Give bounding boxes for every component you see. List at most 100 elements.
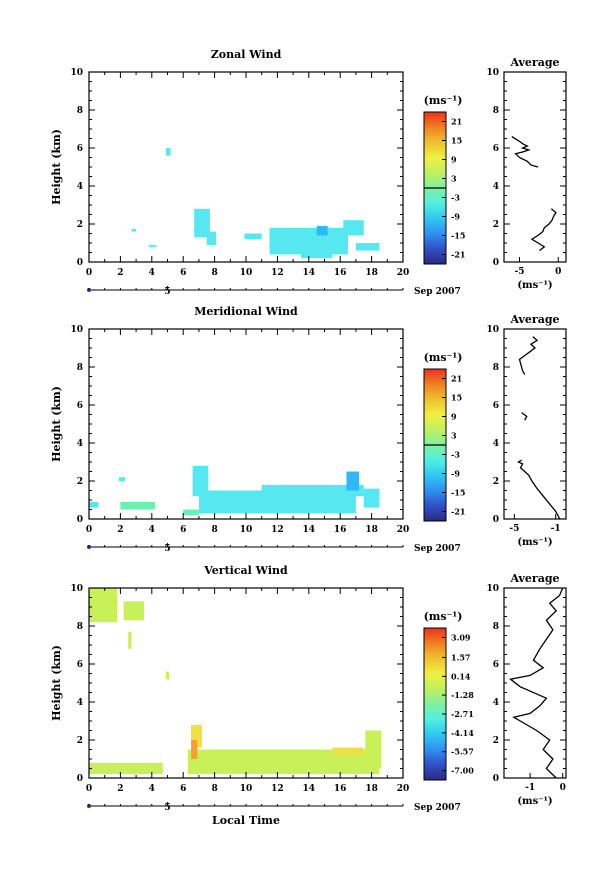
- average-x-label: (ms⁻¹): [517, 537, 552, 548]
- data-cell: [192, 465, 209, 497]
- y-axis-label: Height (km): [50, 386, 63, 462]
- x-tick-label: 2: [117, 268, 123, 278]
- y-tick-label: 6: [77, 144, 83, 154]
- y-tick-label: 2: [77, 736, 83, 746]
- colorbar-tick-label: -21: [451, 507, 465, 517]
- data-cell: [191, 724, 203, 748]
- average-frame: [503, 328, 567, 520]
- colorbar-tick-label: 21: [451, 117, 462, 127]
- average-profile-line: [511, 136, 539, 168]
- date-label: Sep 2007: [414, 803, 461, 813]
- day-label: 5: [164, 803, 170, 813]
- colorbar-tick-label: 0.14: [451, 671, 471, 681]
- y-tick-label: 8: [77, 106, 83, 116]
- colorbar: [423, 627, 447, 781]
- average-x-tick-label: -1: [551, 524, 561, 534]
- y-tick-label: 4: [77, 182, 83, 192]
- colorbar-tick-label: -15: [451, 488, 465, 498]
- average-x-tick-label: -1: [525, 783, 535, 793]
- colorbar-tick-label: -9: [451, 212, 460, 222]
- x-tick-label: 0: [86, 268, 92, 278]
- data-cell: [316, 225, 328, 236]
- colorbar-tick-label: -1.28: [451, 690, 474, 700]
- x-tick-label: 20: [397, 784, 410, 794]
- panel-title: Vertical Wind: [203, 564, 288, 577]
- x-tick-label: 0: [86, 784, 92, 794]
- average-x-tick-label: -5: [515, 267, 525, 277]
- x-axis-label: Local Time: [212, 814, 280, 827]
- average-x-tick-label: -5: [509, 524, 519, 534]
- x-tick-label: 14: [303, 784, 316, 794]
- y-tick-label: 10: [70, 68, 83, 78]
- data-cell: [206, 231, 217, 245]
- data-cell: [89, 501, 99, 508]
- average-x-label: (ms⁻¹): [517, 796, 552, 807]
- y-tick-label: 4: [77, 698, 83, 708]
- x-tick-label: 16: [334, 784, 347, 794]
- day-label: 5: [164, 287, 170, 297]
- x-tick-label: 4: [149, 268, 155, 278]
- x-tick-label: 20: [397, 268, 410, 278]
- colorbar-tick-label: 9: [451, 155, 457, 165]
- colorbar-tick-label: -2.71: [451, 709, 474, 719]
- y-tick-label: 10: [70, 584, 83, 594]
- x-tick-label: 8: [211, 268, 217, 278]
- colorbar-tick-label: 15: [451, 393, 462, 403]
- colorbar-unit: (ms⁻¹): [424, 351, 463, 364]
- average-frame: [503, 71, 567, 263]
- average-y-tick-label: 6: [493, 660, 499, 670]
- average-profile-line: [521, 412, 528, 421]
- colorbar-tick-label: 9: [451, 412, 457, 422]
- colorbar-tick-label: -3: [451, 193, 460, 203]
- colorbar-tick-label: -21: [451, 250, 465, 260]
- average-x-tick-label: 0: [560, 783, 566, 793]
- data-cell: [261, 484, 364, 497]
- average-y-tick-label: 4: [493, 698, 499, 708]
- x-tick-label: 6: [180, 784, 186, 794]
- x-tick-label: 12: [271, 784, 284, 794]
- average-y-tick-label: 2: [493, 736, 499, 746]
- colorbar-unit: (ms⁻¹): [424, 610, 463, 623]
- data-cell: [355, 243, 380, 251]
- day-label: 5: [164, 544, 170, 554]
- data-cell: [120, 501, 155, 510]
- average-y-tick-label: 8: [493, 363, 499, 373]
- y-tick-label: 2: [77, 220, 83, 230]
- average-y-tick-label: 0: [493, 515, 499, 525]
- data-cell: [363, 488, 380, 508]
- data-cell: [165, 671, 170, 680]
- data-cell: [165, 148, 171, 156]
- x-tick-label: 2: [117, 784, 123, 794]
- data-cell: [123, 601, 144, 621]
- average-y-tick-label: 0: [493, 774, 499, 784]
- colorbar-tick-label: 3: [451, 174, 457, 184]
- data-cell: [89, 762, 163, 775]
- average-profile-line: [517, 459, 561, 520]
- date-label: Sep 2007: [414, 287, 461, 297]
- average-profile-line: [530, 208, 557, 252]
- panel-title: Meridional Wind: [194, 305, 298, 318]
- average-frame: [503, 587, 567, 779]
- colorbar-tick-label: 21: [451, 374, 462, 384]
- x-tick-label: 18: [365, 784, 378, 794]
- colorbar-tick-label: 3: [451, 431, 457, 441]
- data-cell: [346, 471, 360, 491]
- y-tick-label: 8: [77, 363, 83, 373]
- y-tick-label: 10: [70, 325, 83, 335]
- average-y-tick-label: 10: [486, 325, 499, 335]
- average-y-tick-label: 6: [493, 401, 499, 411]
- x-tick-label: 10: [240, 784, 253, 794]
- x-tick-label: 10: [240, 525, 253, 535]
- data-cell: [128, 631, 132, 649]
- colorbar-tick-label: 15: [451, 136, 462, 146]
- x-tick-label: 16: [334, 525, 347, 535]
- y-tick-label: 8: [77, 622, 83, 632]
- data-cell: [191, 740, 198, 759]
- data-cell: [343, 220, 364, 236]
- y-tick-label: 2: [77, 477, 83, 487]
- average-x-tick-label: 0: [555, 267, 561, 277]
- date-label: Sep 2007: [414, 544, 461, 554]
